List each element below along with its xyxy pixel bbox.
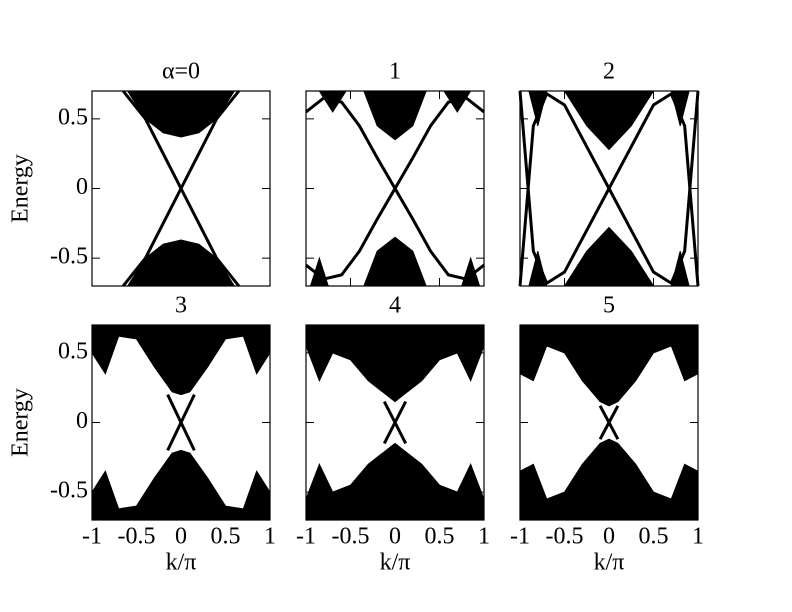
band-region	[305, 324, 485, 403]
band-region	[563, 90, 655, 151]
band-region	[670, 90, 690, 126]
y-tick-label: 0.5	[58, 104, 88, 130]
x-tick-label: 0.5	[425, 524, 455, 550]
x-tick-label: -1	[82, 524, 102, 550]
band-region	[528, 90, 548, 126]
band-region	[670, 251, 690, 287]
y-tick-label: -0.5	[50, 244, 88, 270]
panel-title: 1	[389, 59, 401, 85]
y-tick-label: 0	[76, 174, 88, 200]
band-region	[305, 442, 485, 521]
band-region	[528, 251, 548, 287]
panel-title: 3	[175, 293, 187, 319]
x-axis-label: k/π	[594, 550, 625, 576]
band-line	[121, 90, 241, 287]
band-line	[166, 393, 196, 452]
y-tick-label: 0.5	[58, 338, 88, 364]
band-region	[91, 449, 271, 521]
x-axis-label: k/π	[380, 550, 411, 576]
band-region	[563, 226, 655, 287]
panel-title: 2	[603, 59, 615, 85]
x-tick-label: 0	[389, 524, 401, 550]
panel-title: α=0	[162, 59, 200, 85]
x-tick-label: 0	[603, 524, 615, 550]
x-tick-label: 1	[264, 524, 276, 550]
x-tick-label: 1	[478, 524, 490, 550]
x-tick-label: -0.5	[546, 524, 584, 550]
y-tick-label: 0	[76, 408, 88, 434]
band-region	[519, 324, 699, 407]
band-line	[382, 400, 408, 445]
x-tick-label: 0	[175, 524, 187, 550]
band-region	[91, 324, 271, 396]
x-axis-label: k/π	[166, 550, 197, 576]
panel-title: 5	[603, 293, 615, 319]
band-line	[305, 96, 485, 281]
band-line	[598, 405, 620, 440]
x-tick-label: 0.5	[211, 524, 241, 550]
x-tick-label: -1	[510, 524, 530, 550]
x-tick-label: -0.5	[332, 524, 370, 550]
panel-title: 4	[389, 293, 401, 319]
x-tick-label: -0.5	[118, 524, 156, 550]
x-tick-label: -1	[296, 524, 316, 550]
x-tick-label: 0.5	[639, 524, 669, 550]
y-tick-label: -0.5	[50, 478, 88, 504]
y-axis-label: Energy	[8, 154, 34, 223]
x-tick-label: 1	[692, 524, 704, 550]
band-region	[519, 438, 699, 521]
band-line	[518, 90, 700, 287]
y-axis-label: Energy	[8, 388, 34, 457]
